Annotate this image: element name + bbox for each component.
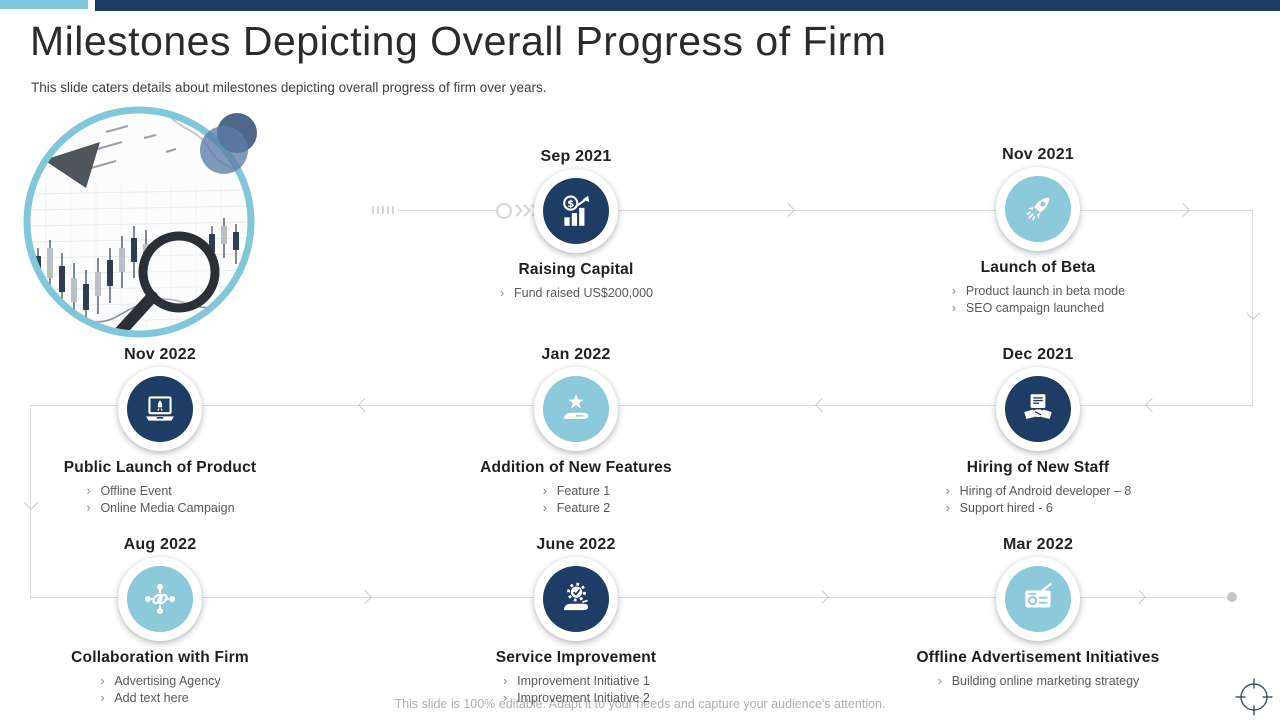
arrow-down-icon [1245, 305, 1261, 321]
page-subtitle: This slide caters details about mileston… [31, 80, 547, 95]
contract-handshake-icon [1024, 394, 1052, 420]
milestone-raising-capital: Sep 2021 $ Raising Capital Fund raised U… [446, 148, 706, 302]
milestone-title: Hiring of New Staff [966, 459, 1110, 476]
milestone-bullets: Advertising Agency Add text here [99, 673, 220, 706]
milestone-offline-advertisement: Mar 2022 Offline Advertisement Initiativ… [908, 536, 1168, 690]
accent-bar-navy [95, 0, 1280, 11]
milestone-hiring-staff: Dec 2021 Hiring of New Staff Hiring of A… [908, 346, 1168, 516]
milestone-new-features: Jan 2022 Addition of New Features Featur… [446, 346, 706, 516]
bullet-item: Add text here [99, 690, 220, 707]
timeline-tick [387, 206, 389, 214]
stock-chart-magnifier-photo [23, 106, 257, 338]
timeline-tick [392, 206, 394, 214]
milestone-date: June 2022 [536, 536, 616, 553]
milestone-date: Nov 2021 [1002, 146, 1074, 163]
arrow-right-icon [814, 589, 830, 605]
bullet-item: Fund raised US$200,000 [499, 285, 653, 302]
timeline-tick [372, 206, 374, 214]
milestone-bullets: Fund raised US$200,000 [499, 285, 653, 302]
arrow-left-icon [814, 397, 830, 413]
milestone-bullets: Feature 1 Feature 2 [542, 483, 611, 516]
arrow-right-icon [780, 202, 796, 218]
milestone-date: Aug 2022 [123, 536, 197, 553]
bullet-item: SEO campaign launched [951, 300, 1125, 317]
milestone-title: Service Improvement [495, 649, 657, 666]
bullet-item: Advertising Agency [99, 673, 220, 690]
milestone-date: Dec 2021 [1002, 346, 1074, 363]
bullet-item: Online Media Campaign [85, 500, 234, 517]
milestone-date: Sep 2021 [540, 148, 612, 165]
accent-bar-blue [0, 0, 88, 9]
bullet-item: Support hired - 6 [945, 500, 1132, 517]
milestone-public-launch: Nov 2022 Public Launch of Product Offlin… [30, 346, 290, 516]
milestone-title: Launch of Beta [980, 259, 1096, 276]
svg-text:$: $ [567, 199, 574, 210]
bullet-item: Building online marketing strategy [937, 673, 1140, 690]
bullet-item: Feature 1 [542, 483, 611, 500]
timeline-row3-line [30, 597, 1228, 598]
bullet-item: Improvement Initiative 1 [502, 673, 650, 690]
timeline-end-dot [1227, 592, 1237, 602]
finance-growth-icon: $ [563, 195, 590, 226]
radio-icon [1025, 582, 1052, 608]
milestone-bullets: Hiring of Android developer – 8 Support … [945, 483, 1132, 516]
milestone-date: Nov 2022 [124, 346, 196, 363]
bullet-item: Improvement Initiative 2 [502, 690, 650, 707]
timeline-open-dot [496, 203, 512, 219]
milestone-date: Jan 2022 [541, 346, 611, 363]
milestone-title: Raising Capital [518, 261, 634, 278]
compass-crosshair-icon [1235, 678, 1273, 716]
milestone-bullets: Offline Event Online Media Campaign [85, 483, 234, 516]
timeline-row2-line [30, 405, 1253, 406]
collaboration-icon [144, 583, 176, 615]
arrow-right-icon [357, 589, 373, 605]
milestone-bullets: Product launch in beta mode SEO campaign… [951, 283, 1125, 316]
milestone-bullets: Improvement Initiative 1 Improvement Ini… [502, 673, 650, 706]
timeline-tick [382, 206, 384, 214]
bullet-item: Offline Event [85, 483, 234, 500]
timeline-row1-line-start [398, 210, 496, 211]
milestone-title: Collaboration with Firm [71, 649, 249, 666]
milestone-date: Mar 2022 [1002, 536, 1074, 553]
milestone-launch-of-beta: Nov 2021 Launch of Beta Produc [908, 146, 1168, 316]
arrow-left-icon [357, 397, 373, 413]
timeline-tick [377, 206, 379, 214]
bullet-item: Hiring of Android developer – 8 [945, 483, 1132, 500]
hand-star-icon [563, 394, 589, 420]
timeline-row1-line [546, 210, 1253, 211]
page-title: Milestones Depicting Overall Progress of… [30, 18, 887, 64]
bullet-item: Product launch in beta mode [951, 283, 1125, 300]
laptop-launch-icon [146, 396, 174, 421]
milestone-collaboration: Aug 2022 Collaboration with Firm Adverti… [30, 536, 290, 706]
milestone-title: Addition of New Features [480, 459, 672, 476]
arrow-right-icon [1175, 202, 1191, 218]
rocket-icon [1026, 197, 1050, 221]
timeline-left-connector [30, 405, 31, 597]
milestone-title: Public Launch of Product [63, 459, 257, 476]
gear-hand-icon [563, 582, 589, 611]
timeline-right-connector [1252, 210, 1253, 405]
milestone-title: Offline Advertisement Initiatives [916, 649, 1160, 666]
milestone-service-improvement: June 2022 Service Improvement Improvemen… [446, 536, 706, 706]
bullet-item: Feature 2 [542, 500, 611, 517]
milestone-bullets: Building online marketing strategy [937, 673, 1140, 690]
